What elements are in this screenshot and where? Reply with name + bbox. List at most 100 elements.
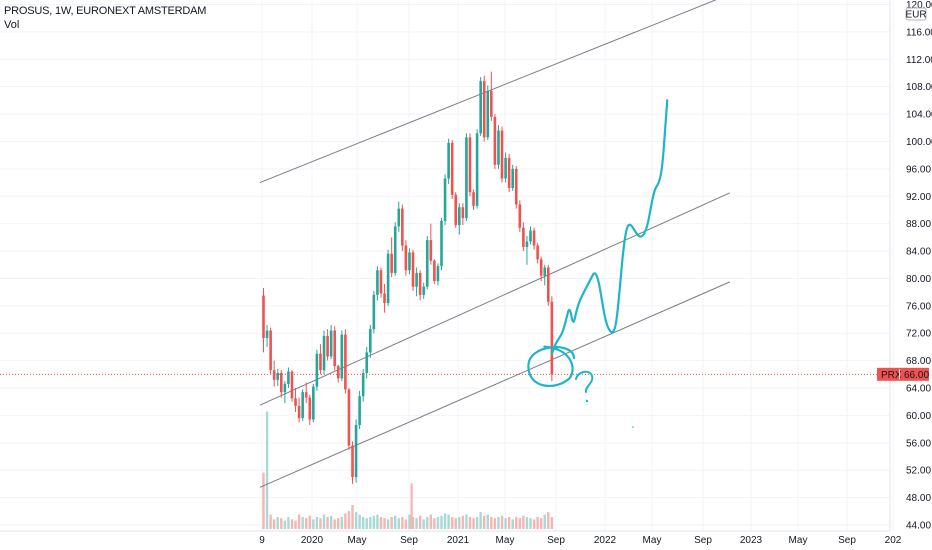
candle-body	[461, 207, 465, 219]
candle-body	[333, 330, 336, 367]
volume-bar	[465, 514, 468, 529]
volume-bar	[461, 515, 465, 529]
time-tick-label: Sep	[838, 535, 856, 546]
volume-bar	[507, 517, 511, 529]
volume-bar	[340, 517, 344, 529]
volume-bar	[337, 518, 340, 529]
price-tick-label: 60.00	[906, 411, 931, 422]
price-tick-label: 92.00	[906, 192, 931, 203]
candle-body	[358, 396, 361, 426]
candle-body	[450, 142, 454, 195]
volume-bar	[479, 512, 482, 529]
volume-bar	[269, 514, 272, 529]
candle-body	[329, 330, 333, 357]
chart-title: PROSUS, 1W, EURONEXT AMSTERDAM	[4, 5, 207, 17]
volume-bar	[426, 517, 429, 529]
candle-body	[440, 220, 443, 267]
candle-body	[376, 270, 379, 295]
candle-body	[287, 371, 290, 384]
volume-bar	[365, 518, 368, 529]
time-tick-label: 2021	[447, 535, 470, 546]
time-tick-label: 202	[885, 535, 902, 546]
candle-body	[354, 425, 358, 478]
currency-label: EUR	[905, 10, 926, 21]
price-tick-label: 84.00	[906, 247, 931, 258]
candle-body	[475, 133, 479, 206]
candle-body	[500, 130, 504, 179]
candle-body	[262, 295, 265, 339]
volume-bar	[454, 518, 457, 529]
volume-bar	[500, 515, 504, 529]
volume-bar	[312, 519, 315, 529]
trend-line	[259, 281, 731, 488]
volume-bar	[390, 517, 393, 529]
volume-bar	[447, 514, 450, 529]
volume-bar	[308, 515, 311, 529]
candle-body	[294, 398, 297, 406]
candle-body	[507, 157, 511, 189]
candle-body	[425, 240, 429, 287]
price-tick-label: 72.00	[906, 329, 931, 340]
candle-body	[326, 335, 329, 357]
circle-mark	[527, 345, 576, 387]
candle-body	[379, 270, 383, 294]
candle-body	[511, 168, 514, 189]
volume-bar	[472, 518, 475, 529]
time-axis: 9 2020 May Sep 2021 May Sep 2022 May Sep 2023 May Se…	[0, 530, 902, 546]
volume-bar	[436, 517, 440, 529]
volume-label: Vol	[4, 19, 20, 31]
grid	[0, 0, 894, 531]
volume-bar	[301, 517, 304, 529]
channel-lines	[259, 0, 731, 488]
candle-body	[312, 386, 315, 420]
candle-body	[518, 204, 522, 228]
candle-body	[522, 227, 525, 247]
candle-body	[504, 157, 507, 179]
stray-dot	[632, 426, 634, 428]
price-tick-label: 76.00	[906, 301, 931, 312]
volume-bar	[539, 518, 543, 529]
volume-bar	[290, 519, 294, 529]
volume-bar	[408, 514, 411, 529]
candle-body	[340, 334, 344, 379]
candle-body	[543, 267, 547, 276]
volume-bar	[443, 513, 447, 529]
volume-bar	[354, 512, 358, 529]
candle-body	[401, 208, 404, 246]
candle-body	[539, 259, 543, 276]
currency-box	[905, 7, 927, 21]
candle-body	[315, 353, 319, 387]
price-tick-label: 112.00	[906, 55, 932, 66]
time-tick-label: Sep	[547, 535, 565, 546]
volume-bar	[265, 411, 269, 529]
last-price-tag: PRX 66.00	[877, 367, 929, 381]
candle-body	[347, 389, 351, 446]
volume-bar	[422, 519, 425, 529]
candle-body	[269, 330, 272, 371]
volume-bar	[522, 515, 525, 529]
volume-bar	[262, 472, 265, 529]
candle-body	[365, 352, 369, 373]
price-tick-label: 100.00	[906, 137, 932, 148]
candle-body	[482, 81, 486, 138]
volume-bar	[287, 517, 290, 529]
time-tick-label: May	[643, 535, 662, 546]
volume-bar	[411, 517, 415, 529]
volume-bar	[305, 518, 308, 529]
time-tick-label: Sep	[694, 535, 712, 546]
candle-body	[493, 116, 497, 165]
candle-body	[550, 301, 554, 375]
candle-body	[433, 260, 436, 282]
candle-body	[415, 272, 418, 287]
price-tick-label: 64.00	[906, 384, 931, 395]
candle-body	[486, 90, 490, 138]
plot-area	[0, 0, 890, 529]
price-tag-symbol: PRX	[881, 370, 902, 381]
candle-body	[276, 372, 280, 380]
question-mark	[575, 370, 594, 393]
candle-body	[525, 241, 529, 247]
price-tag-value: 66.00	[904, 370, 929, 381]
candle-body	[322, 335, 326, 371]
user-drawing	[527, 99, 669, 428]
